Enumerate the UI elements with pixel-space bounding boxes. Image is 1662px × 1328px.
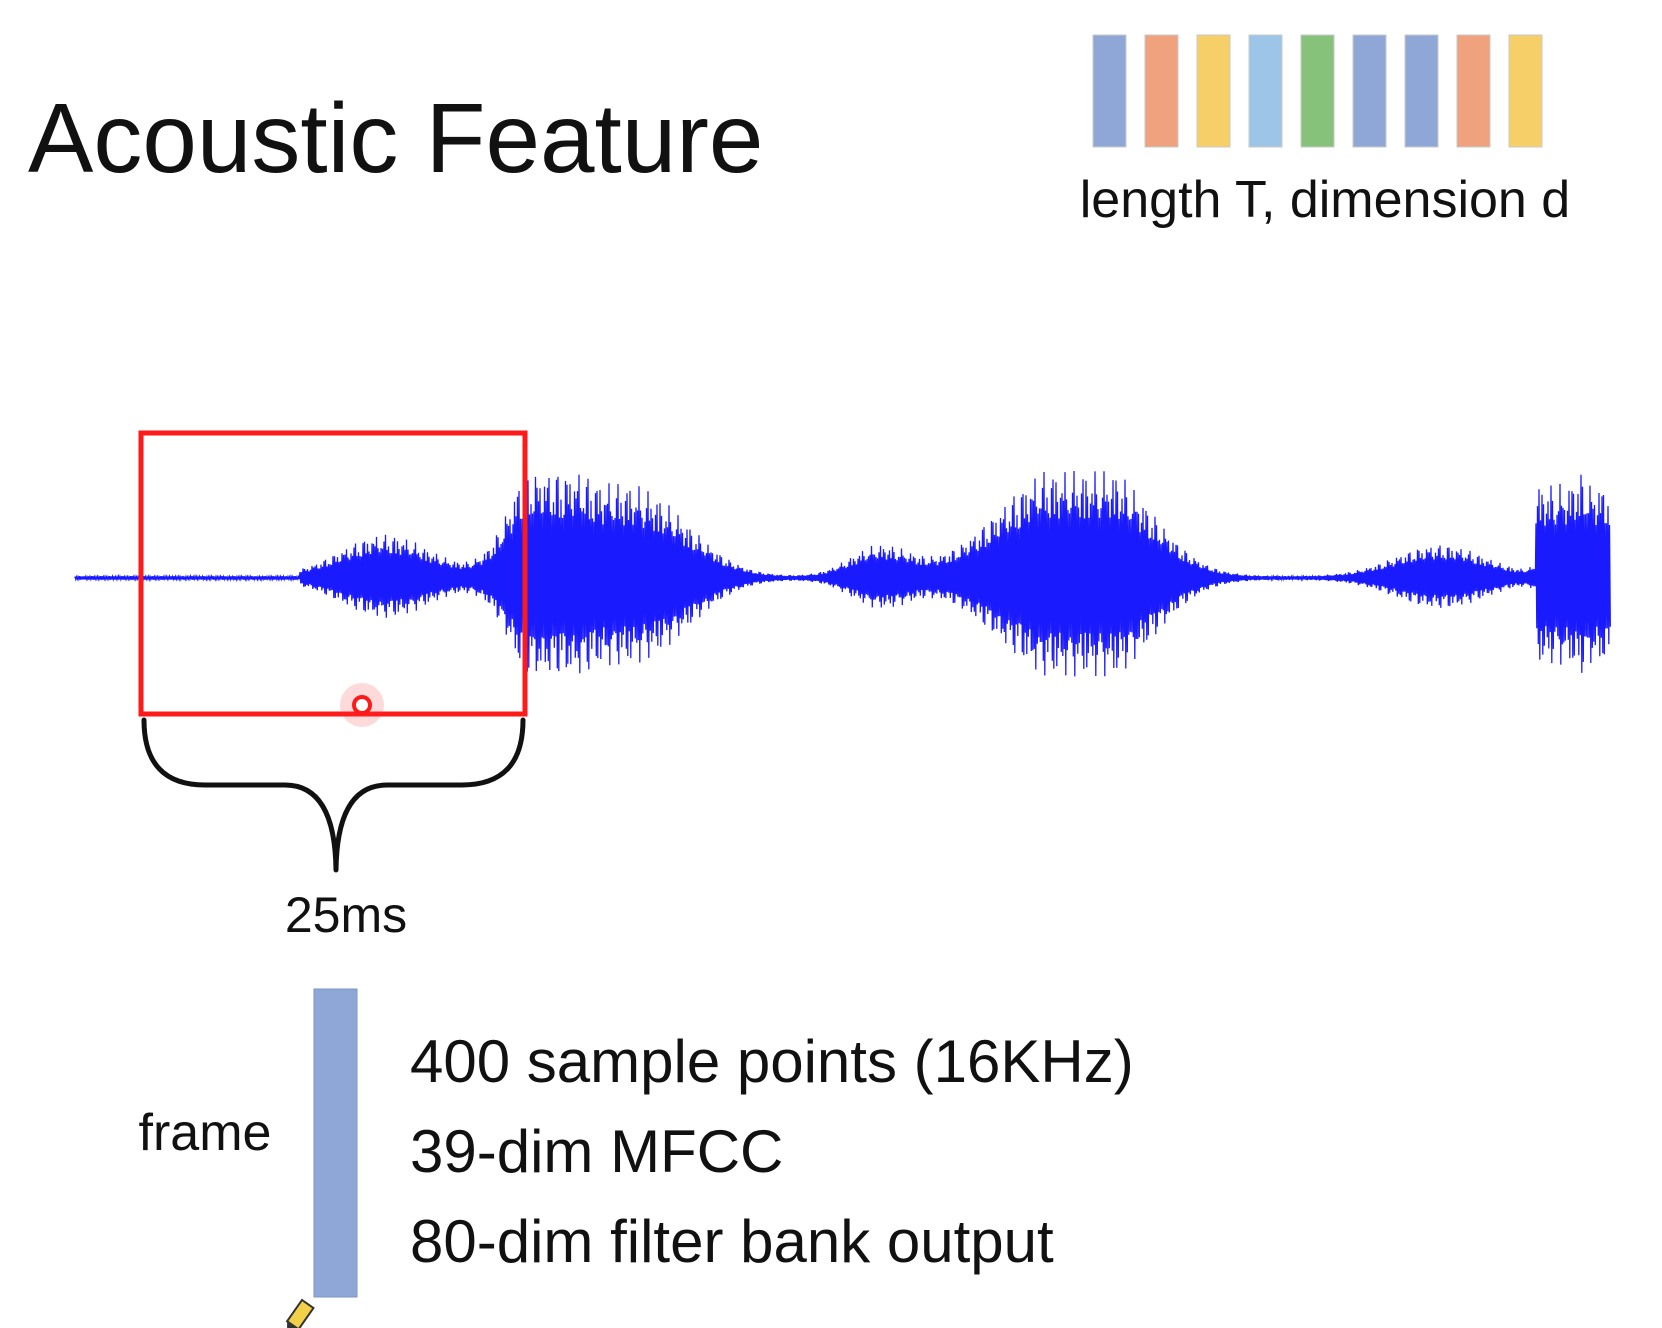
feature-vector-3 <box>1196 34 1231 148</box>
feature-vector-8 <box>1456 34 1491 148</box>
pencil-cursor-icon <box>285 1298 315 1328</box>
frame-detail-sample-points: 400 sample points (16KHz) <box>410 1028 1134 1095</box>
duration-label: 25ms <box>285 887 407 943</box>
frame-label: frame <box>139 1104 272 1162</box>
audio-waveform <box>74 470 1611 677</box>
feature-vector-1 <box>1092 34 1127 148</box>
feature-vector-2 <box>1144 34 1179 148</box>
duration-brace <box>141 717 526 873</box>
feature-vector-4 <box>1248 34 1283 148</box>
feature-vector-7 <box>1404 34 1439 148</box>
frame-detail-filter-bank: 80-dim filter bank output <box>410 1208 1054 1275</box>
feature-vector-9 <box>1508 34 1543 148</box>
frame-detail-mfcc: 39-dim MFCC <box>410 1118 783 1185</box>
slide-title: Acoustic Feature <box>28 83 763 193</box>
feature-vector-6 <box>1352 34 1387 148</box>
feature-sequence <box>1092 34 1543 148</box>
pointer-dot-icon <box>340 683 384 727</box>
feature-vector-5 <box>1300 34 1335 148</box>
frame-vector-bar <box>313 988 358 1298</box>
waveform-trace <box>74 470 1611 677</box>
frame-window-box <box>138 430 528 717</box>
feature-sequence-caption: length T, dimension d <box>1080 171 1570 229</box>
